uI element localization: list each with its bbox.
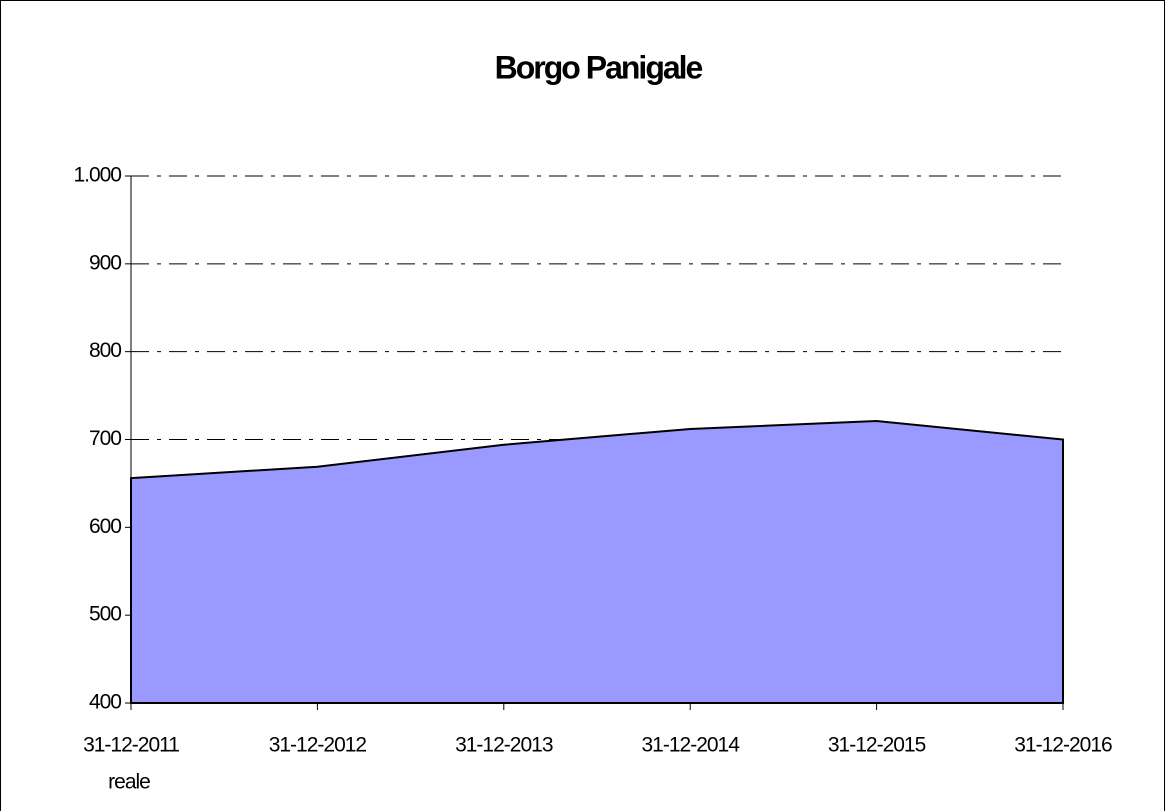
chart-title: Borgo Panigale: [495, 49, 703, 85]
x-tick-label: 31-12-2016: [1014, 734, 1112, 757]
x-tick-label: 31-12-2013: [455, 734, 553, 757]
y-tick-label: 400: [89, 691, 121, 714]
y-tick-label: 900: [89, 251, 121, 274]
y-tick-label: 500: [89, 603, 121, 626]
y-tick-label: 1.000: [73, 164, 121, 187]
x-tick-label: 31-12-2014: [641, 734, 740, 757]
x-tick-label: 31-12-2012: [269, 734, 367, 757]
y-tick-label: 600: [89, 515, 121, 538]
y-tick-label: 800: [89, 339, 121, 362]
y-tick-label: 700: [89, 427, 121, 450]
x-tick-label: 31-12-2015: [828, 734, 926, 757]
annotation: reale: [108, 771, 150, 794]
x-tick-label: 31-12-2011: [83, 734, 179, 757]
